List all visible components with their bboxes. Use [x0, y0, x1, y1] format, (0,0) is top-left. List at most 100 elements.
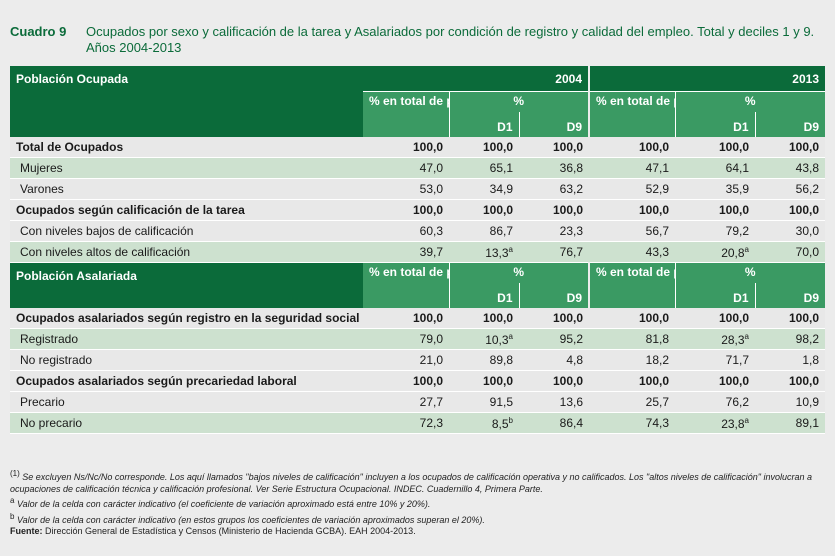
cell-number: 76,2 [725, 395, 749, 409]
cell-number: 100,0 [788, 140, 819, 154]
cell-number: 1,8 [802, 353, 819, 367]
cell-value: 100,0 [589, 308, 675, 329]
source-text: Dirección General de Estadística y Censo… [45, 526, 416, 536]
cell-number: 100,0 [638, 140, 669, 154]
year-2004: 2004 [363, 66, 589, 92]
cell-value: 1,8 [755, 349, 825, 371]
cell-value: 10,9 [755, 391, 825, 413]
cell-footnote-mark: a [508, 244, 513, 254]
footnote-a-mark: a [10, 496, 15, 505]
decile-d9-header: D9 [754, 283, 825, 308]
cell-number: 13,6 [559, 395, 583, 409]
pct-total-header: % en total de población asalariada [363, 262, 449, 308]
cell-value: 8,5b [449, 412, 519, 434]
cell-number: 100,0 [552, 311, 583, 325]
decile-d1-header: D1 [448, 112, 519, 137]
cell-number: 100,0 [718, 374, 749, 388]
cell-number: 56,2 [795, 182, 819, 196]
cell-value: 89,1 [755, 412, 825, 434]
cell-value: 63,2 [519, 178, 589, 200]
cell-number: 89,8 [489, 353, 513, 367]
cell-number: 100,0 [718, 203, 749, 217]
cell-value: 39,7 [363, 241, 449, 263]
source-note: Fuente: Dirección General de Estadística… [10, 526, 825, 538]
footnote-1-mark: (1) [10, 469, 20, 478]
year-2013: 2013 [588, 66, 825, 92]
cell-number: 89,1 [795, 416, 819, 430]
row-label: Registrado [10, 328, 363, 350]
cell-number: 56,7 [645, 224, 669, 238]
decile-d1-header: D1 [674, 283, 755, 308]
footnote-a-text: Valor de la celda con carácter indicativ… [16, 499, 431, 509]
cell-value: 100,0 [519, 370, 589, 392]
cell-number: 100,0 [482, 374, 513, 388]
table-row: Ocupados asalariados según registro en l… [10, 308, 825, 329]
cell-number: 47,1 [645, 161, 669, 175]
cell-footnote-mark: a [744, 415, 749, 425]
cell-number: 10,9 [795, 395, 819, 409]
cell-value: 30,0 [755, 220, 825, 242]
cell-value: 76,2 [675, 391, 755, 413]
row-label: No registrado [10, 349, 363, 371]
cell-number: 36,8 [559, 161, 583, 175]
row-label: Varones [10, 178, 363, 200]
cell-footnote-mark: a [744, 244, 749, 254]
cell-number: 100,0 [552, 374, 583, 388]
cell-value: 100,0 [675, 199, 755, 221]
cell-value: 100,0 [363, 308, 449, 329]
row-label: Precario [10, 391, 363, 413]
cell-number: 23,8 [721, 416, 745, 431]
cell-number: 34,9 [489, 182, 513, 196]
cell-number: 100,0 [412, 311, 443, 325]
table-row: Registrado 79,0 10,3a 95,2 81,8 28,3a 98,2 [10, 328, 825, 350]
cell-number: 79,2 [725, 224, 749, 238]
table-row: Ocupados asalariados según precariedad l… [10, 370, 825, 392]
cell-value: 100,0 [755, 370, 825, 392]
cell-value: 100,0 [755, 308, 825, 329]
cell-number: 100,0 [788, 374, 819, 388]
cell-number: 4,8 [566, 353, 583, 367]
table-title: Ocupados por sexo y calificación de la t… [86, 24, 815, 55]
footnote-b-mark: b [10, 511, 15, 521]
decile-d1-header: D1 [448, 283, 519, 308]
cell-number: 100,0 [788, 203, 819, 217]
cell-value: 86,4 [519, 412, 589, 434]
cell-number: 8,5 [491, 416, 509, 431]
cell-value: 43,8 [755, 157, 825, 179]
cell-value: 100,0 [589, 199, 675, 221]
cell-value: 89,8 [449, 349, 519, 371]
table-row: Con niveles altos de calificación 39,7 13,… [10, 241, 825, 263]
row-label: No precario [10, 412, 363, 434]
cell-number: 100,0 [552, 140, 583, 154]
cell-value: 25,7 [589, 391, 675, 413]
cell-value: 52,9 [589, 178, 675, 200]
row-label: Mujeres [10, 157, 363, 179]
pct-symbol: % [448, 91, 589, 112]
cell-footnote-mark: a [744, 331, 749, 341]
cell-number: 65,1 [489, 161, 513, 175]
pct-symbol: % [674, 262, 825, 283]
decile-d9-header: D9 [518, 283, 589, 308]
table-row: Mujeres 47,0 65,1 36,8 47,1 64,1 43,8 [10, 157, 825, 179]
cell-value: 20,8a [675, 241, 755, 263]
cell-value: 21,0 [363, 349, 449, 371]
table-row: No precario 72,3 8,5b 86,4 74,3 23,8a 89,1 [10, 412, 825, 434]
cell-value: 13,3a [449, 241, 519, 263]
cell-value: 28,3a [675, 328, 755, 350]
cell-value: 72,3 [363, 412, 449, 434]
table-row: Total de Ocupados 100,0 100,0 100,0 100,0 100… [10, 137, 825, 158]
pct-symbol: % [448, 262, 589, 283]
cell-number: 27,7 [419, 395, 443, 409]
cell-value: 60,3 [363, 220, 449, 242]
cell-number: 74,3 [645, 416, 669, 430]
cell-value: 100,0 [519, 308, 589, 329]
cell-number: 39,7 [419, 245, 443, 259]
cell-value: 18,2 [589, 349, 675, 371]
cell-number: 20,8 [721, 245, 745, 260]
cell-number: 43,3 [645, 245, 669, 259]
cell-value: 27,7 [363, 391, 449, 413]
cell-value: 100,0 [519, 137, 589, 158]
cell-value: 56,2 [755, 178, 825, 200]
pct-total-header: % en total de población ocupada [363, 91, 449, 137]
cell-number: 52,9 [645, 182, 669, 196]
